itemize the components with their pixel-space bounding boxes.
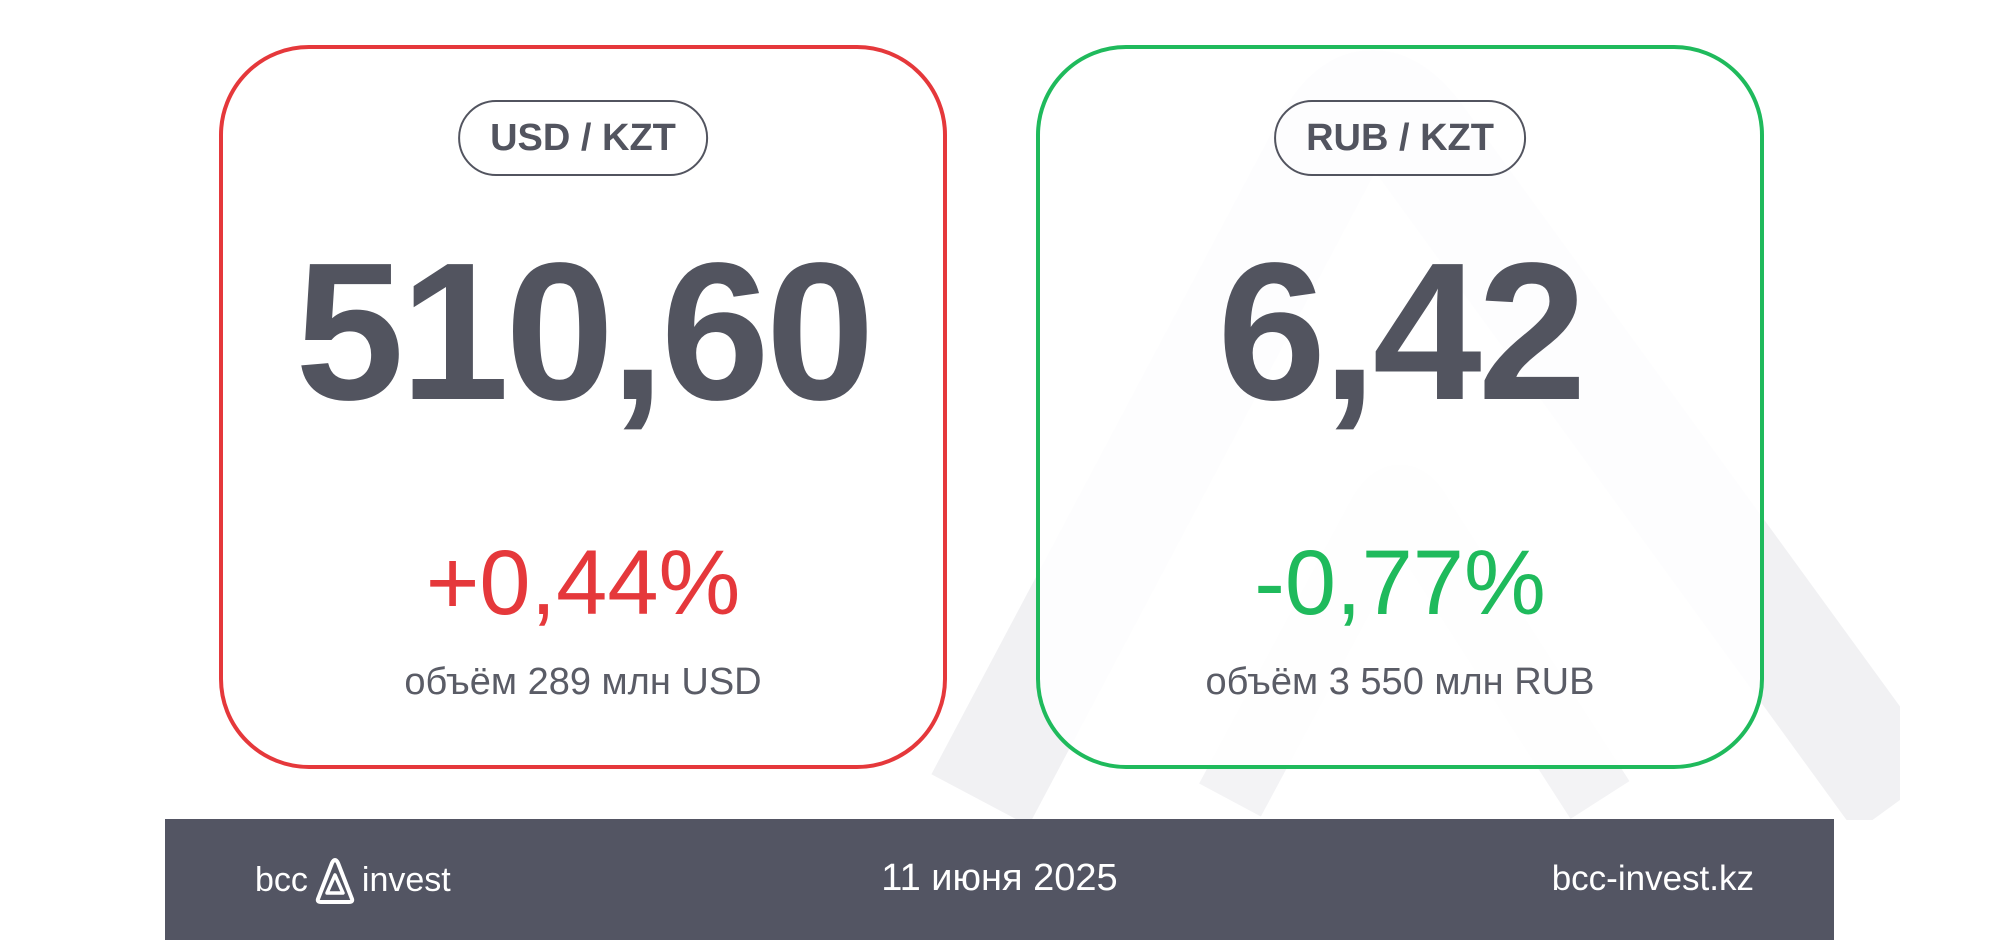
logo-text-bcc: bcc bbox=[255, 860, 308, 899]
footer-bar: bcc invest 11 июня 2025 bcc-invest.kz bbox=[165, 819, 1834, 940]
exchange-rate: 510,60 bbox=[295, 222, 874, 441]
exchange-rate: 6,42 bbox=[1217, 222, 1586, 441]
logo-text-invest: invest bbox=[361, 860, 451, 899]
rate-change: +0,44% bbox=[425, 532, 741, 634]
trade-volume: объём 289 млн USD bbox=[404, 661, 762, 703]
website-link[interactable]: bcc-invest.kz bbox=[1551, 859, 1754, 898]
usd-kzt-card: USD / KZT 510,60 +0,44% объём 289 млн US… bbox=[219, 45, 947, 769]
rate-change: -0,77% bbox=[1254, 532, 1546, 634]
trade-volume: объём 3 550 млн RUB bbox=[1205, 661, 1595, 703]
report-date: 11 июня 2025 bbox=[881, 857, 1118, 899]
rub-kzt-card: RUB / KZT 6,42 -0,77% объём 3 550 млн RU… bbox=[1036, 45, 1764, 769]
bcc-invest-logo: bcc invest bbox=[255, 855, 451, 905]
pair-label: USD / KZT bbox=[458, 100, 708, 176]
pair-label: RUB / KZT bbox=[1274, 100, 1526, 176]
triangle-logo-icon bbox=[315, 858, 355, 904]
